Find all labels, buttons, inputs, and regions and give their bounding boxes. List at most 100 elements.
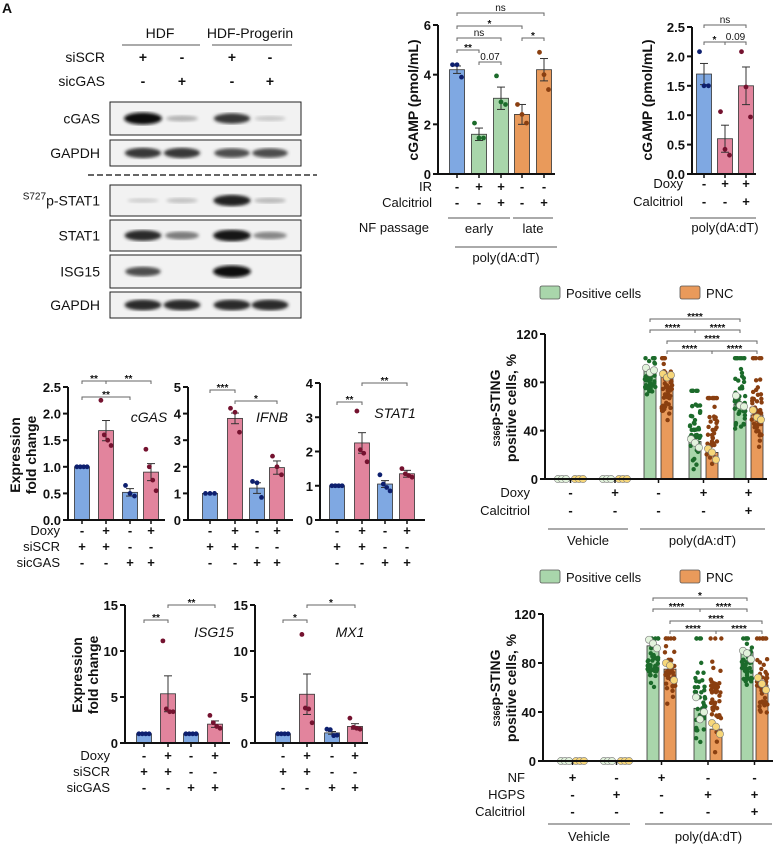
condition-sign: - <box>208 523 212 538</box>
protein-band <box>124 147 162 159</box>
data-point <box>160 638 166 644</box>
cell-point <box>709 712 715 717</box>
data-point <box>334 732 340 738</box>
replicate-point <box>692 693 700 702</box>
data-point <box>127 491 133 496</box>
data-point <box>136 731 142 737</box>
protein-band <box>254 115 286 122</box>
blot-label: S727p-STAT1 <box>23 192 101 209</box>
cell-point <box>757 704 762 709</box>
cell-point <box>760 636 765 641</box>
cell-point <box>742 355 747 361</box>
significance-bracket <box>143 619 169 623</box>
cell-point <box>742 413 748 418</box>
cell-point <box>653 384 658 390</box>
cell-point <box>757 355 762 361</box>
data-point <box>170 709 176 715</box>
cell-point <box>660 386 666 392</box>
data-point <box>339 483 345 489</box>
y-axis-label: S366p-STINGpositive cells, % <box>487 633 519 742</box>
cell-point <box>714 420 719 426</box>
condition-sign: - <box>335 555 339 570</box>
cell-point <box>753 378 759 383</box>
cell-point <box>664 400 669 406</box>
condition-label: NF <box>508 770 525 785</box>
y-tick-label: 1.5 <box>43 433 61 448</box>
condition-label: IR <box>419 179 432 194</box>
significance-label: * <box>254 394 258 405</box>
cell-point <box>663 672 668 677</box>
protein-band <box>166 115 198 122</box>
cell-point <box>742 393 748 399</box>
cell-point <box>691 420 697 426</box>
significance-label: * <box>531 31 535 42</box>
cell-point <box>706 424 711 430</box>
replicate-point <box>695 443 703 452</box>
condition-sign: + <box>178 73 186 89</box>
condition-sign: - <box>305 780 309 795</box>
cell-point <box>670 694 676 700</box>
replicate-point <box>653 644 661 653</box>
condition-label: HGPS <box>488 787 525 802</box>
data-point <box>329 483 335 489</box>
significance-label: * <box>329 598 333 609</box>
significance-label: **** <box>704 334 720 345</box>
cell-point <box>743 662 748 668</box>
condition-label: sicGAS <box>67 780 111 795</box>
condition-sign: - <box>706 804 710 819</box>
cell-point <box>695 728 700 733</box>
y-tick-label: 2 <box>306 445 313 460</box>
cell-point <box>739 370 745 376</box>
data-point <box>336 483 342 489</box>
cell-point <box>661 361 666 367</box>
cell-point <box>652 361 658 366</box>
cell-point <box>718 668 723 674</box>
cell-point <box>650 658 655 663</box>
blot-label: STAT1 <box>59 228 101 244</box>
cell-point <box>691 466 696 472</box>
data-point <box>270 453 275 459</box>
replicate-point <box>757 415 765 424</box>
cell-point <box>710 706 715 712</box>
y-tick-label: 2 <box>174 460 181 475</box>
significance-bracket <box>282 619 308 623</box>
cell-point <box>695 670 700 675</box>
condition-sign: - <box>189 764 193 779</box>
condition-sign: - <box>128 523 132 538</box>
cell-point <box>648 382 653 387</box>
significance-bracket <box>306 604 356 608</box>
cell-point <box>693 689 699 695</box>
condition-sign: - <box>180 49 185 65</box>
y-tick-label: 1 <box>174 486 181 501</box>
condition-sign: - <box>701 503 705 518</box>
condition-sign: + <box>147 555 155 570</box>
cell-point <box>701 702 707 708</box>
condition-sign: + <box>228 49 236 65</box>
significance-label: * <box>293 613 297 624</box>
condition-sign: + <box>187 780 195 795</box>
condition-sign: + <box>403 523 411 538</box>
replicate-point <box>712 722 720 731</box>
data-point <box>454 62 460 68</box>
y-tick-label: 1.0 <box>667 108 685 123</box>
group-label: early <box>465 221 494 236</box>
cell-point <box>712 416 717 422</box>
condition-sign: - <box>614 770 618 785</box>
y-label-line: Expression <box>69 637 85 712</box>
y-tick-label: 2.0 <box>667 49 685 64</box>
bar <box>329 485 345 521</box>
condition-label: Doxy <box>500 485 530 500</box>
legend-swatch <box>539 285 561 300</box>
data-point <box>546 87 551 92</box>
condition-sign: - <box>233 555 237 570</box>
y-tick-label: 0.5 <box>667 138 685 153</box>
condition-sign: - <box>360 555 364 570</box>
data-point <box>274 464 280 470</box>
protein-band <box>254 197 286 204</box>
cell-point <box>714 713 719 718</box>
cell-point <box>717 698 722 704</box>
replicate-point <box>743 649 751 658</box>
cell-point <box>695 706 700 712</box>
condition-sign: - <box>142 748 146 763</box>
condition-sign: + <box>211 780 219 795</box>
